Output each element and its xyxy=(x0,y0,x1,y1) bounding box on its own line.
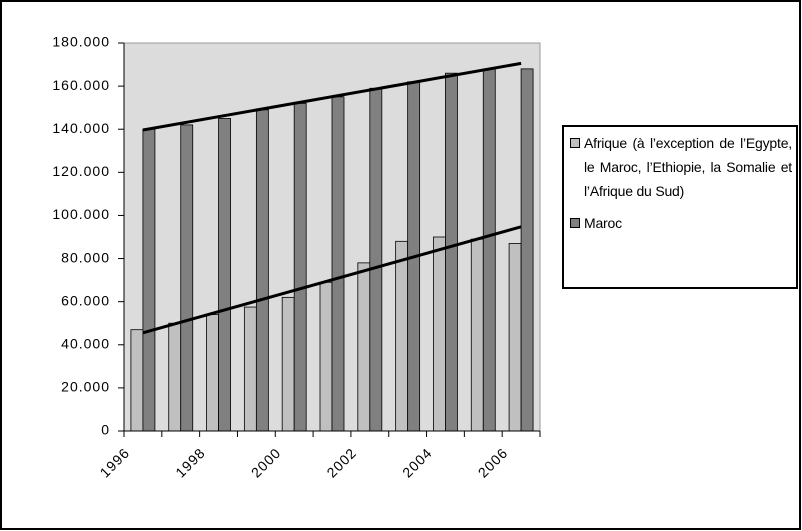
bar xyxy=(168,322,182,432)
trend-line xyxy=(142,61,522,132)
bar xyxy=(293,102,307,432)
bar xyxy=(331,96,345,432)
y-tick-label: 100.000 xyxy=(52,206,110,222)
y-tick-label: 80.000 xyxy=(61,249,110,265)
legend-swatch xyxy=(570,218,580,228)
bar xyxy=(319,281,333,432)
bar xyxy=(445,72,458,432)
legend-label: Afrique (à l’exception de l’Egypte, le M… xyxy=(584,135,792,199)
bar xyxy=(142,128,156,432)
bar xyxy=(206,314,219,432)
bar xyxy=(130,329,144,432)
y-tick-label: 120.000 xyxy=(52,163,110,179)
y-tick-label: 40.000 xyxy=(61,335,110,351)
bar xyxy=(395,240,409,432)
legend-entry: Afrique (à l’exception de l’Egypte, le M… xyxy=(568,131,792,203)
trend-line xyxy=(142,225,522,335)
y-tick-label: 180.000 xyxy=(52,34,110,50)
bar xyxy=(369,87,383,432)
legend-entry: Maroc xyxy=(568,211,792,235)
y-tick-label: 160.000 xyxy=(52,77,110,93)
bar xyxy=(482,68,496,432)
y-tick-label: 20.000 xyxy=(61,379,110,395)
bar xyxy=(508,243,522,432)
bar xyxy=(281,296,295,432)
bar xyxy=(520,68,534,432)
bar xyxy=(218,118,231,432)
legend-swatch xyxy=(570,138,580,148)
y-tick-label: 140.000 xyxy=(52,120,110,136)
bar xyxy=(470,238,484,432)
legend-label: Maroc xyxy=(584,215,622,231)
y-tick-label: 0 xyxy=(101,422,110,438)
bar xyxy=(433,236,446,432)
y-tick-label: 60.000 xyxy=(61,292,110,308)
bar xyxy=(243,306,257,432)
legend: Afrique (à l’exception de l’Egypte, le M… xyxy=(562,125,798,289)
bar xyxy=(180,124,194,432)
bar xyxy=(357,262,371,432)
bar xyxy=(255,109,269,432)
